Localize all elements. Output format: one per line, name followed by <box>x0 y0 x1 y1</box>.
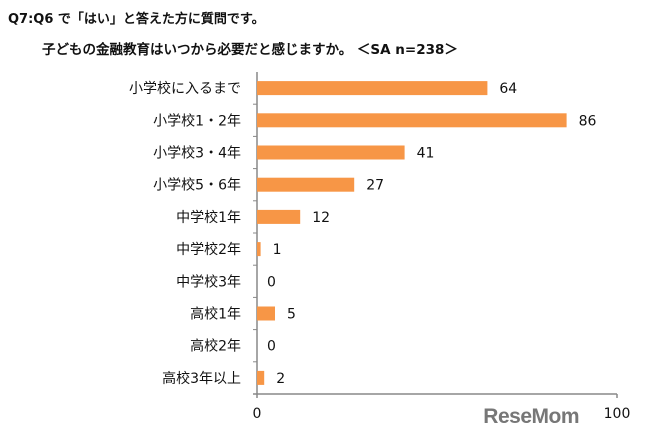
category-label: 小学校に入るまで <box>129 80 241 97</box>
value-label: 41 <box>417 146 435 162</box>
bar <box>257 145 405 160</box>
category-label: 小学校5・6年 <box>153 177 241 194</box>
value-label: 12 <box>312 210 330 226</box>
bar <box>257 113 567 128</box>
category-label: 中学校1年 <box>176 209 241 226</box>
category-label: 小学校1・2年 <box>153 112 241 129</box>
category-label: 高校1年 <box>190 306 241 323</box>
x-tick-label: 100 <box>604 406 631 422</box>
x-tick-label: 0 <box>253 406 262 422</box>
bar <box>257 81 488 96</box>
value-label: 64 <box>499 81 517 97</box>
value-label: 27 <box>366 178 384 194</box>
category-label: 中学校2年 <box>176 241 241 258</box>
category-label: 小学校3・4年 <box>153 145 241 162</box>
bar <box>257 370 265 385</box>
value-label: 2 <box>276 371 285 387</box>
value-label: 86 <box>579 113 597 129</box>
category-label: 中学校3年 <box>176 273 241 290</box>
chart-title-line1: Q7:Q6 で「はい」と答えた方に質問です。 <box>8 12 265 27</box>
bar <box>257 209 301 224</box>
value-label: 5 <box>287 307 296 323</box>
watermark-logo: ReseMom <box>483 405 579 428</box>
category-label: 高校3年以上 <box>162 370 241 387</box>
value-label: 1 <box>273 242 282 258</box>
bar <box>257 242 261 257</box>
bar <box>257 177 355 192</box>
category-label: 高校2年 <box>190 338 241 355</box>
chart-title-line2: 子どもの金融教育はいつから必要だと感じますか。 ＜SA n=238＞ <box>42 42 458 58</box>
value-label: 0 <box>267 274 276 290</box>
value-label: 0 <box>267 339 276 355</box>
bar <box>257 306 275 321</box>
